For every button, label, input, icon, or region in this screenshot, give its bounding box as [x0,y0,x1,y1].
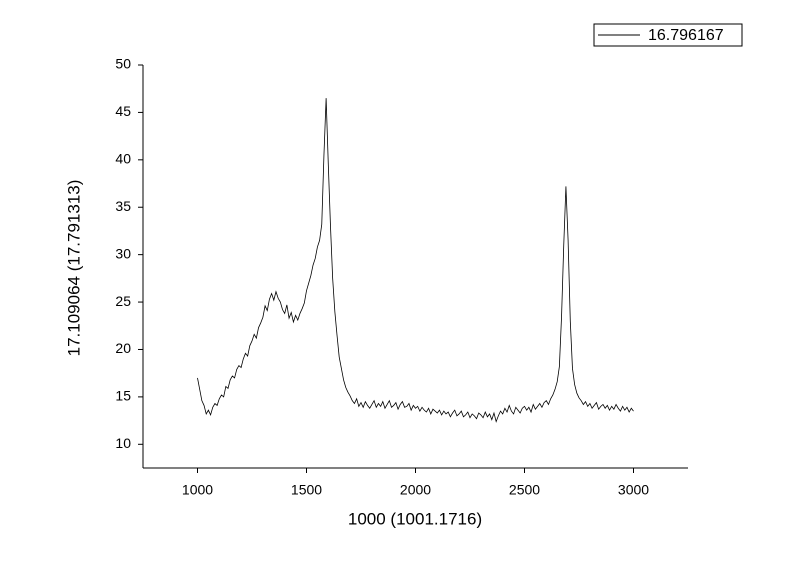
legend-label: 16.796167 [648,27,724,44]
x-tick-label: 2000 [400,482,431,498]
y-tick-label: 10 [115,435,131,451]
y-tick-label: 15 [115,388,131,404]
data-line [197,98,634,423]
x-axis-title: 1000 (1001.1716) [348,509,482,528]
y-tick-label: 20 [115,340,131,356]
y-tick-label: 30 [115,245,131,261]
x-tick-label: 3000 [618,482,649,498]
y-tick-label: 40 [115,151,131,167]
y-tick-label: 35 [115,198,131,214]
legend-box [593,23,743,47]
y-tick-label: 25 [115,293,131,309]
y-tick-label: 50 [115,56,131,72]
y-tick-label: 45 [115,103,131,119]
x-tick-label: 1500 [291,482,322,498]
x-tick-label: 1000 [182,482,213,498]
x-tick-label: 2500 [509,482,540,498]
y-axis-title: 17.109064 (17.791313) [64,180,83,357]
